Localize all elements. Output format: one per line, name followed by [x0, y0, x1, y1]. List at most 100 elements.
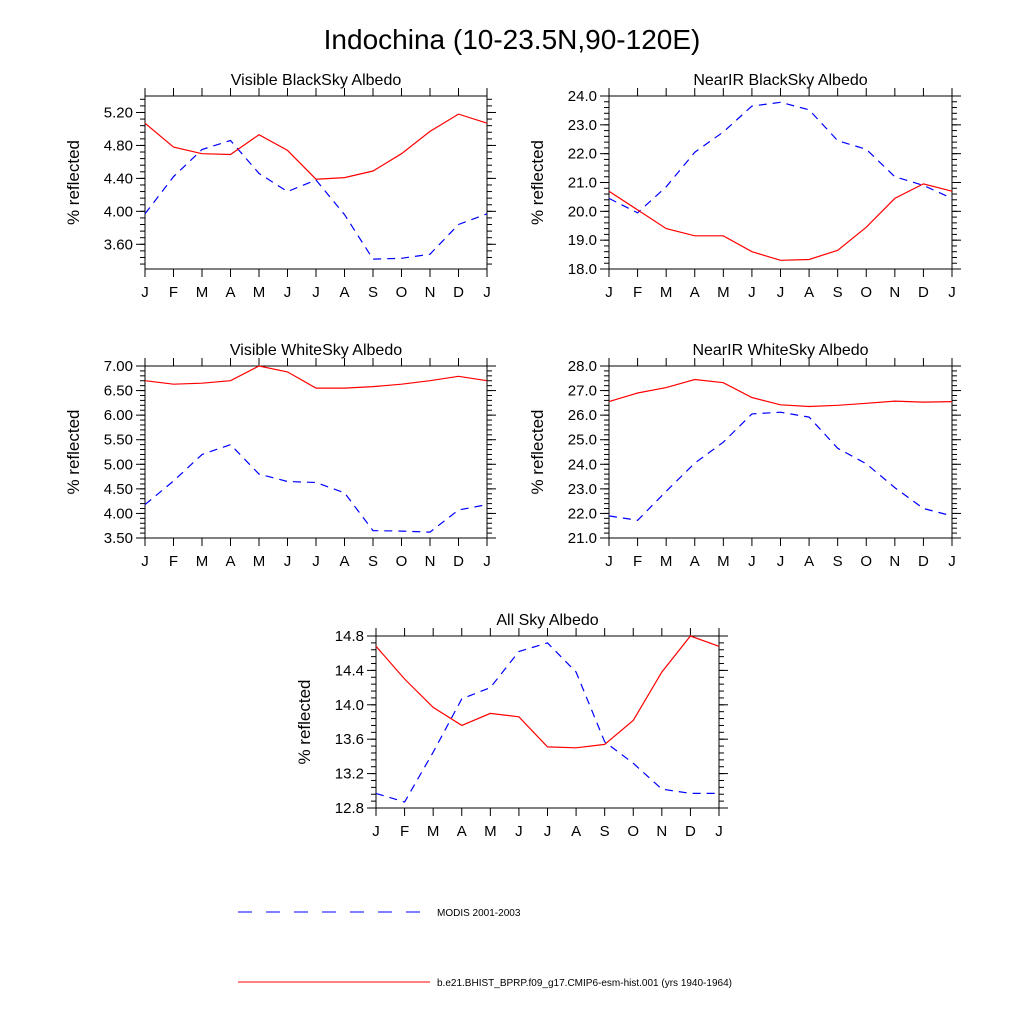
x-tick-label: O — [860, 553, 872, 570]
panels: Visible BlackSky Albedo % reflected 3.60 4.… — [64, 72, 961, 840]
x-tick-label: J — [948, 284, 956, 301]
x-tick-label: J — [372, 823, 380, 840]
x-tick-label: F — [633, 284, 642, 301]
x-tick-label: M — [427, 823, 440, 840]
x-tick-label: N — [889, 284, 900, 301]
x-tick-label: N — [425, 284, 436, 301]
y-tick-label: 24.0 — [568, 88, 597, 105]
x-tick-label: D — [685, 823, 696, 840]
y-tick-label: 5.00 — [104, 456, 133, 473]
x-tick-label: J — [544, 823, 552, 840]
y-axis-label: % reflected — [295, 679, 314, 764]
chart-title: All Sky Albedo — [496, 612, 598, 629]
legend-label-model: b.e21.BHIST_BPRP.f09_g17.CMIP6-esm-hist.… — [437, 978, 732, 989]
series-line-model — [144, 113, 488, 180]
plot-frame — [608, 365, 953, 539]
x-tick-label: A — [804, 553, 814, 570]
chart-title: NearIR WhiteSky Albedo — [692, 342, 868, 359]
x-tick-label: F — [169, 553, 178, 570]
x-tick-label: N — [656, 823, 667, 840]
x-tick-label: S — [368, 284, 378, 301]
x-tick-label: J — [483, 553, 491, 570]
legend-label-modis: MODIS 2001-2003 — [437, 908, 521, 919]
x-tick-label: A — [225, 284, 235, 301]
x-tick-label: A — [339, 553, 349, 570]
x-tick-label: M — [484, 823, 497, 840]
x-tick-label: J — [777, 284, 785, 301]
x-tick-label: O — [396, 553, 408, 570]
chart-title: Visible BlackSky Albedo — [231, 72, 402, 89]
series-line-modis — [144, 139, 488, 260]
x-tick-label: S — [600, 823, 610, 840]
x-tick-label: D — [918, 284, 929, 301]
x-tick-label: A — [339, 284, 349, 301]
series-line-modis — [144, 443, 488, 533]
chart-panel-3: Visible WhiteSky Albedo % reflected 3.50 4.… — [64, 342, 496, 570]
y-tick-label: 4.80 — [104, 137, 133, 154]
x-tick-label: J — [312, 553, 320, 570]
y-tick-label: 4.40 — [104, 170, 133, 187]
x-tick-label: D — [918, 553, 929, 570]
y-tick-label: 6.50 — [104, 383, 133, 400]
x-tick-label: J — [483, 284, 491, 301]
y-axis-label: % reflected — [64, 409, 83, 494]
x-tick-label: J — [141, 284, 149, 301]
chart-title: Visible WhiteSky Albedo — [230, 342, 402, 359]
series-line-modis — [375, 642, 719, 803]
y-tick-label: 27.0 — [568, 383, 597, 400]
x-tick-label: J — [515, 823, 523, 840]
x-tick-label: S — [833, 284, 843, 301]
plot-frame — [144, 365, 488, 539]
y-tick-label: 14.4 — [335, 662, 364, 679]
series-line-model — [608, 378, 953, 408]
x-tick-label: A — [690, 553, 700, 570]
x-tick-label: M — [717, 553, 730, 570]
x-tick-label: M — [660, 284, 673, 301]
x-tick-label: J — [948, 553, 956, 570]
chart-title: NearIR BlackSky Albedo — [693, 72, 867, 89]
x-tick-label: M — [253, 553, 266, 570]
y-tick-label: 6.00 — [104, 407, 133, 424]
x-tick-label: J — [715, 823, 723, 840]
x-tick-label: A — [571, 823, 581, 840]
x-tick-label: F — [633, 553, 642, 570]
x-tick-label: A — [225, 553, 235, 570]
x-tick-label: O — [396, 284, 408, 301]
y-tick-label: 12.8 — [335, 800, 364, 817]
x-tick-label: M — [660, 553, 673, 570]
x-tick-label: M — [253, 284, 266, 301]
x-tick-label: J — [284, 553, 292, 570]
series-line-model — [375, 635, 720, 749]
y-tick-label: 4.50 — [104, 481, 133, 498]
x-tick-label: A — [804, 284, 814, 301]
plot-frame — [608, 95, 953, 270]
series-line-model — [144, 365, 488, 389]
series-line-modis — [608, 101, 953, 214]
plot-frame — [144, 95, 488, 270]
x-tick-label: F — [400, 823, 409, 840]
x-tick-label: O — [860, 284, 872, 301]
x-tick-label: M — [196, 284, 209, 301]
x-tick-label: S — [833, 553, 843, 570]
y-tick-label: 24.0 — [568, 456, 597, 473]
x-tick-label: D — [453, 553, 464, 570]
series-line-model — [608, 183, 953, 261]
y-tick-label: 13.2 — [335, 766, 364, 783]
x-tick-label: O — [627, 823, 639, 840]
y-tick-label: 22.0 — [568, 146, 597, 163]
x-tick-label: J — [748, 284, 756, 301]
x-tick-label: A — [457, 823, 467, 840]
y-tick-label: 5.20 — [104, 104, 133, 121]
y-axis-label: % reflected — [528, 409, 547, 494]
series-line-modis — [608, 411, 953, 521]
y-tick-label: 5.50 — [104, 432, 133, 449]
y-tick-label: 25.0 — [568, 432, 597, 449]
y-tick-label: 21.0 — [568, 530, 597, 547]
y-tick-label: 3.50 — [104, 530, 133, 547]
chart-panel-5: All Sky Albedo % reflected 12.8 13.2 13.6 14.… — [295, 612, 728, 840]
main-title: Indochina (10-23.5N,90-120E) — [324, 24, 701, 55]
y-tick-label: 22.0 — [568, 505, 597, 522]
y-axis-label: % reflected — [528, 140, 547, 225]
y-tick-label: 23.0 — [568, 117, 597, 134]
